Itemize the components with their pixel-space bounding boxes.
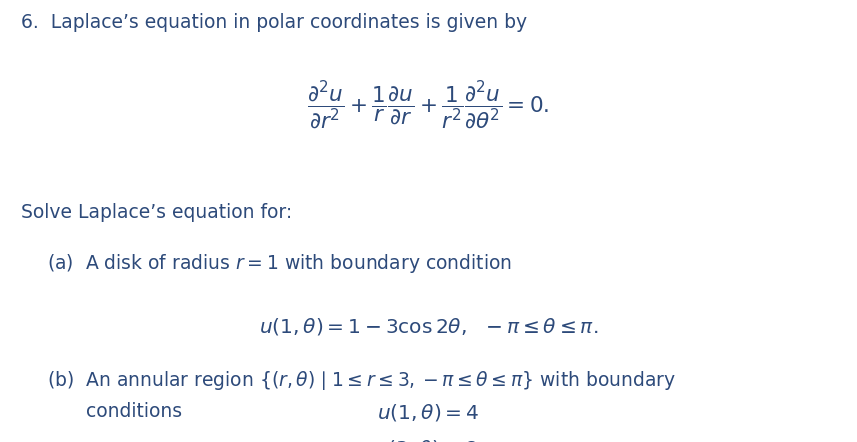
Text: conditions: conditions bbox=[86, 402, 182, 421]
Text: 6.  Laplace’s equation in polar coordinates is given by: 6. Laplace’s equation in polar coordinat… bbox=[21, 13, 528, 32]
Text: $u(1, \theta) = 4$: $u(1, \theta) = 4$ bbox=[377, 402, 480, 423]
Text: (a)  A disk of radius $r = 1$ with boundary condition: (a) A disk of radius $r = 1$ with bounda… bbox=[47, 252, 512, 275]
Text: $\dfrac{\partial^2 u}{\partial r^2} + \dfrac{1}{r}\dfrac{\partial u}{\partial r}: $\dfrac{\partial^2 u}{\partial r^2} + \d… bbox=[308, 80, 549, 132]
Text: $u(1, \theta) = 1 - 3\cos 2\theta,\;\; -\pi \leq \theta \leq \pi.$: $u(1, \theta) = 1 - 3\cos 2\theta,\;\; -… bbox=[259, 316, 598, 337]
Text: Solve Laplace’s equation for:: Solve Laplace’s equation for: bbox=[21, 203, 293, 222]
Text: (b)  An annular region $\{(r, \theta)\mid 1 \leq r \leq 3, -\pi \leq \theta \leq: (b) An annular region $\{(r, \theta)\mid… bbox=[47, 369, 676, 392]
Text: $u(3, \theta) = 6,$: $u(3, \theta) = 6,$ bbox=[375, 438, 482, 442]
